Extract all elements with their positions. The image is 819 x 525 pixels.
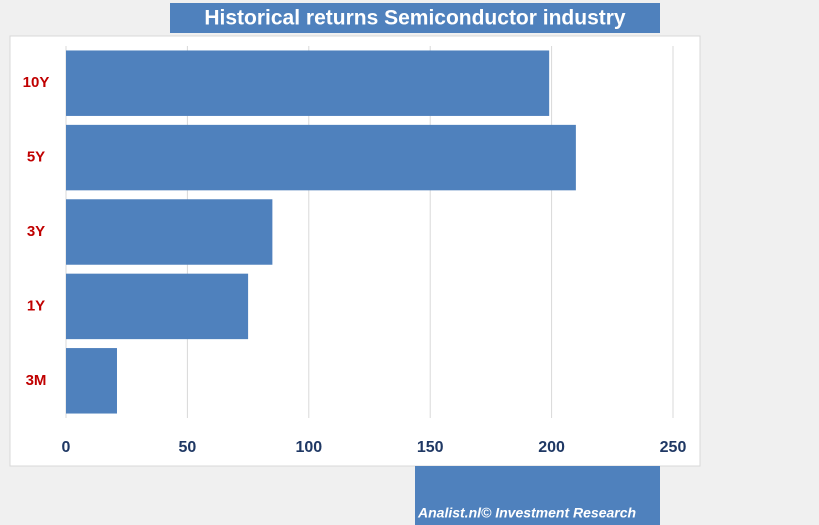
footer: Analist.nl© Investment Research <box>417 505 636 521</box>
bar <box>66 273 249 340</box>
x-tick-label: 250 <box>660 439 687 456</box>
x-tick-label: 0 <box>62 439 71 456</box>
y-tick-label: 3Y <box>27 223 45 240</box>
bar <box>66 199 273 265</box>
bar <box>66 348 117 414</box>
title-box <box>170 3 660 33</box>
y-tick-label: 10Y <box>23 74 50 91</box>
y-tick-label: 1Y <box>27 297 45 314</box>
x-tick-label: 100 <box>295 439 322 456</box>
chart-title: Historical returns Semiconductor industr… <box>204 7 626 30</box>
x-tick-label: 150 <box>417 439 444 456</box>
bar <box>66 50 550 116</box>
y-tick-label: 5Y <box>27 149 45 166</box>
footer-box <box>415 466 660 525</box>
x-tick-label: 50 <box>179 439 197 456</box>
x-tick-label: 200 <box>538 439 565 456</box>
bar <box>66 124 576 191</box>
y-tick-label: 3M <box>26 372 47 389</box>
